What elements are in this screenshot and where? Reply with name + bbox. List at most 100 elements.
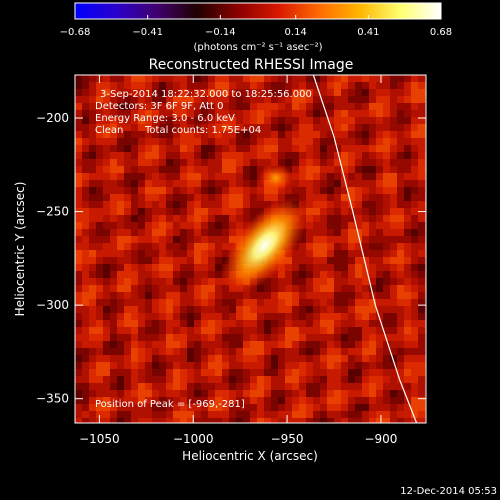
y-tick-label: −300 <box>36 298 69 312</box>
emission-pixel <box>348 257 355 264</box>
emission-pixel <box>285 411 292 418</box>
emission-pixel <box>201 348 208 355</box>
emission-pixel <box>250 327 257 334</box>
emission-pixel <box>166 376 173 383</box>
emission-pixel <box>306 110 313 117</box>
emission-pixel <box>194 313 201 320</box>
emission-pixel <box>138 229 145 236</box>
emission-pixel <box>159 285 166 292</box>
emission-pixel <box>341 201 348 208</box>
emission-pixel <box>208 271 215 278</box>
emission-pixel <box>313 320 320 327</box>
emission-pixel <box>152 180 159 187</box>
emission-pixel <box>355 292 362 299</box>
emission-pixel <box>376 397 383 404</box>
emission-pixel <box>306 159 313 166</box>
emission-pixel <box>348 166 355 173</box>
emission-pixel <box>369 131 376 138</box>
emission-pixel <box>152 278 159 285</box>
emission-pixel <box>82 243 89 250</box>
emission-pixel <box>117 278 124 285</box>
emission-pixel <box>285 264 292 271</box>
emission-pixel <box>131 236 138 243</box>
emission-pixel <box>334 173 341 180</box>
emission-pixel <box>82 180 89 187</box>
emission-pixel <box>166 278 173 285</box>
emission-pixel <box>243 404 250 411</box>
emission-pixel <box>145 229 152 236</box>
emission-pixel <box>194 397 201 404</box>
emission-pixel <box>187 243 194 250</box>
emission-pixel <box>313 180 320 187</box>
emission-pixel <box>320 362 327 369</box>
emission-pixel <box>145 145 152 152</box>
emission-pixel <box>306 75 313 82</box>
emission-pixel <box>320 145 327 152</box>
info-panel: 3-Sep-2014 18:22:32.000 to 18:25:56.000 … <box>95 89 312 410</box>
emission-pixel <box>201 376 208 383</box>
emission-pixel <box>194 341 201 348</box>
emission-pixel <box>327 348 334 355</box>
emission-pixel <box>208 369 215 376</box>
emission-pixel <box>173 166 180 173</box>
emission-pixel <box>110 376 117 383</box>
emission-pixel <box>348 383 355 390</box>
emission-pixel <box>341 390 348 397</box>
emission-pixel <box>75 173 82 180</box>
emission-pixel <box>117 306 124 313</box>
emission-pixel <box>348 299 355 306</box>
emission-pixel <box>96 194 103 201</box>
emission-pixel <box>362 152 369 159</box>
emission-pixel <box>166 257 173 264</box>
emission-pixel <box>117 131 124 138</box>
emission-pixel <box>145 243 152 250</box>
emission-pixel <box>320 110 327 117</box>
emission-pixel <box>166 145 173 152</box>
emission-pixel <box>166 334 173 341</box>
emission-pixel <box>355 355 362 362</box>
emission-pixel <box>355 222 362 229</box>
emission-pixel <box>194 369 201 376</box>
emission-pixel <box>110 390 117 397</box>
emission-pixel <box>117 215 124 222</box>
emission-pixel <box>362 82 369 89</box>
emission-pixel <box>278 320 285 327</box>
emission-pixel <box>292 341 299 348</box>
emission-pixel <box>166 117 173 124</box>
emission-pixel <box>418 103 425 110</box>
emission-pixel <box>103 145 110 152</box>
emission-pixel <box>369 348 376 355</box>
emission-pixel <box>124 110 131 117</box>
emission-pixel <box>194 152 201 159</box>
emission-pixel <box>124 369 131 376</box>
emission-pixel <box>376 201 383 208</box>
emission-pixel <box>397 180 404 187</box>
emission-pixel <box>236 145 243 152</box>
emission-pixel <box>75 418 82 423</box>
emission-pixel <box>418 292 425 299</box>
emission-pixel <box>145 278 152 285</box>
emission-pixel <box>82 292 89 299</box>
emission-pixel <box>341 313 348 320</box>
emission-pixel <box>117 82 124 89</box>
emission-pixel <box>418 145 425 152</box>
emission-pixel <box>341 327 348 334</box>
emission-pixel <box>208 103 215 110</box>
emission-pixel <box>278 159 285 166</box>
emission-pixel <box>229 390 236 397</box>
emission-pixel <box>369 96 376 103</box>
emission-pixel <box>194 236 201 243</box>
emission-pixel <box>341 222 348 229</box>
emission-pixel <box>390 418 397 423</box>
emission-pixel <box>82 194 89 201</box>
emission-pixel <box>327 285 334 292</box>
emission-pixel <box>383 250 390 257</box>
emission-pixel <box>215 383 222 390</box>
emission-pixel <box>306 222 313 229</box>
emission-pixel <box>313 243 320 250</box>
emission-pixel <box>82 117 89 124</box>
emission-pixel <box>117 187 124 194</box>
emission-pixel <box>222 362 229 369</box>
emission-pixel <box>285 306 292 313</box>
emission-pixel <box>82 173 89 180</box>
